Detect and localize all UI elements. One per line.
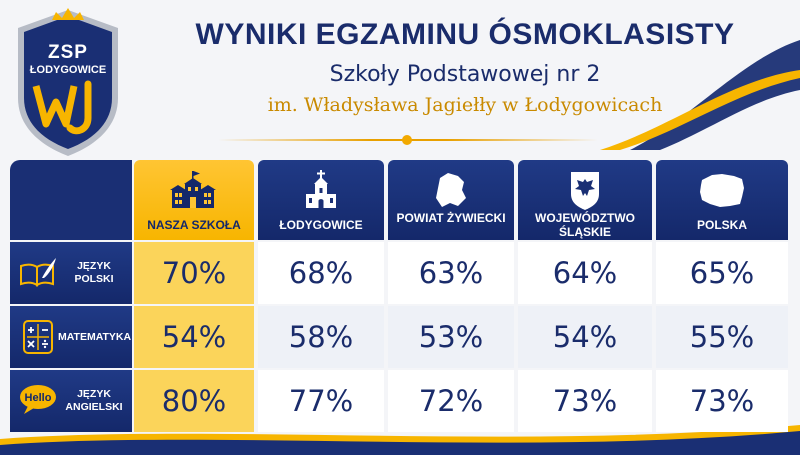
value-cell: 70% [134,242,254,304]
decorative-wave-bottom [0,425,800,455]
column-header-polska: POLSKA [656,160,788,240]
logo-line2: ŁODYGOWICE [29,64,107,76]
logo-line1: ZSP [48,42,88,63]
column-header-powiat: POWIAT ŻYWIECKI [388,160,514,240]
row-header-english: Hello JĘZYK ANGIELSKI [10,370,132,432]
value-cell: 77% [258,370,384,432]
poland-map-icon [700,174,744,207]
header-divider-dot [402,135,412,145]
book-quill-icon [20,258,56,287]
column-header-lodygowice: ŁODYGOWICE [258,160,384,240]
column-header-label: POLSKA [696,218,747,232]
value-cell: 55% [656,306,788,368]
column-header-label: POWIAT ŻYWIECKI [396,211,506,225]
value-cell: 63% [388,242,514,304]
value-cell: 73% [656,370,788,432]
decorative-wave-top [600,40,800,150]
county-map-icon [436,173,466,207]
page-subtitle: Szkoły Podstawowej nr 2 [329,62,601,87]
results-table: NASZA SZKOŁA ŁODYGOWICE POWIAT ŻYWIECKI [10,160,788,432]
row-header-polish: JĘZYK POLSKI [10,242,132,304]
column-header-label: ŁODYGOWICE [279,218,363,232]
value-cell: 58% [258,306,384,368]
eagle-crest-icon [571,172,599,210]
value-cell: 54% [134,306,254,368]
column-header-label: NASZA SZKOŁA [147,218,241,232]
row-label: JĘZYK POLSKI [74,260,114,285]
page-subtitle-secondary: im. Władysława Jagiełły w Łodygowicach [267,94,663,116]
row-label: JĘZYK ANGIELSKI [65,388,123,413]
value-cell: 64% [518,242,652,304]
hello-bubble-icon: Hello [20,385,56,414]
value-cell: 53% [388,306,514,368]
value-cell: 80% [134,370,254,432]
value-cell: 72% [388,370,514,432]
school-building-icon [170,171,216,208]
calculator-icon [23,320,53,354]
value-cell: 65% [656,242,788,304]
column-header-label: WOJEWÓDZTWO ŚLĄSKIE [535,211,635,239]
value-cell: 68% [258,242,384,304]
column-header-wojewodztwo: WOJEWÓDZTWO ŚLĄSKIE [518,160,652,240]
hello-text: Hello [25,392,52,404]
row-label: MATEMATYKA [58,331,132,343]
shield-icon [18,8,118,156]
value-cell: 73% [518,370,652,432]
row-header-math: MATEMATYKA [10,306,132,368]
table-corner [10,160,132,240]
column-header-school: NASZA SZKOŁA [134,160,254,240]
school-logo: ZSP ŁODYGOWICE [12,6,124,158]
church-icon [306,170,336,208]
page-title: WYNIKI EGZAMINU ÓSMOKLASISTY [195,18,735,51]
value-cell: 54% [518,306,652,368]
